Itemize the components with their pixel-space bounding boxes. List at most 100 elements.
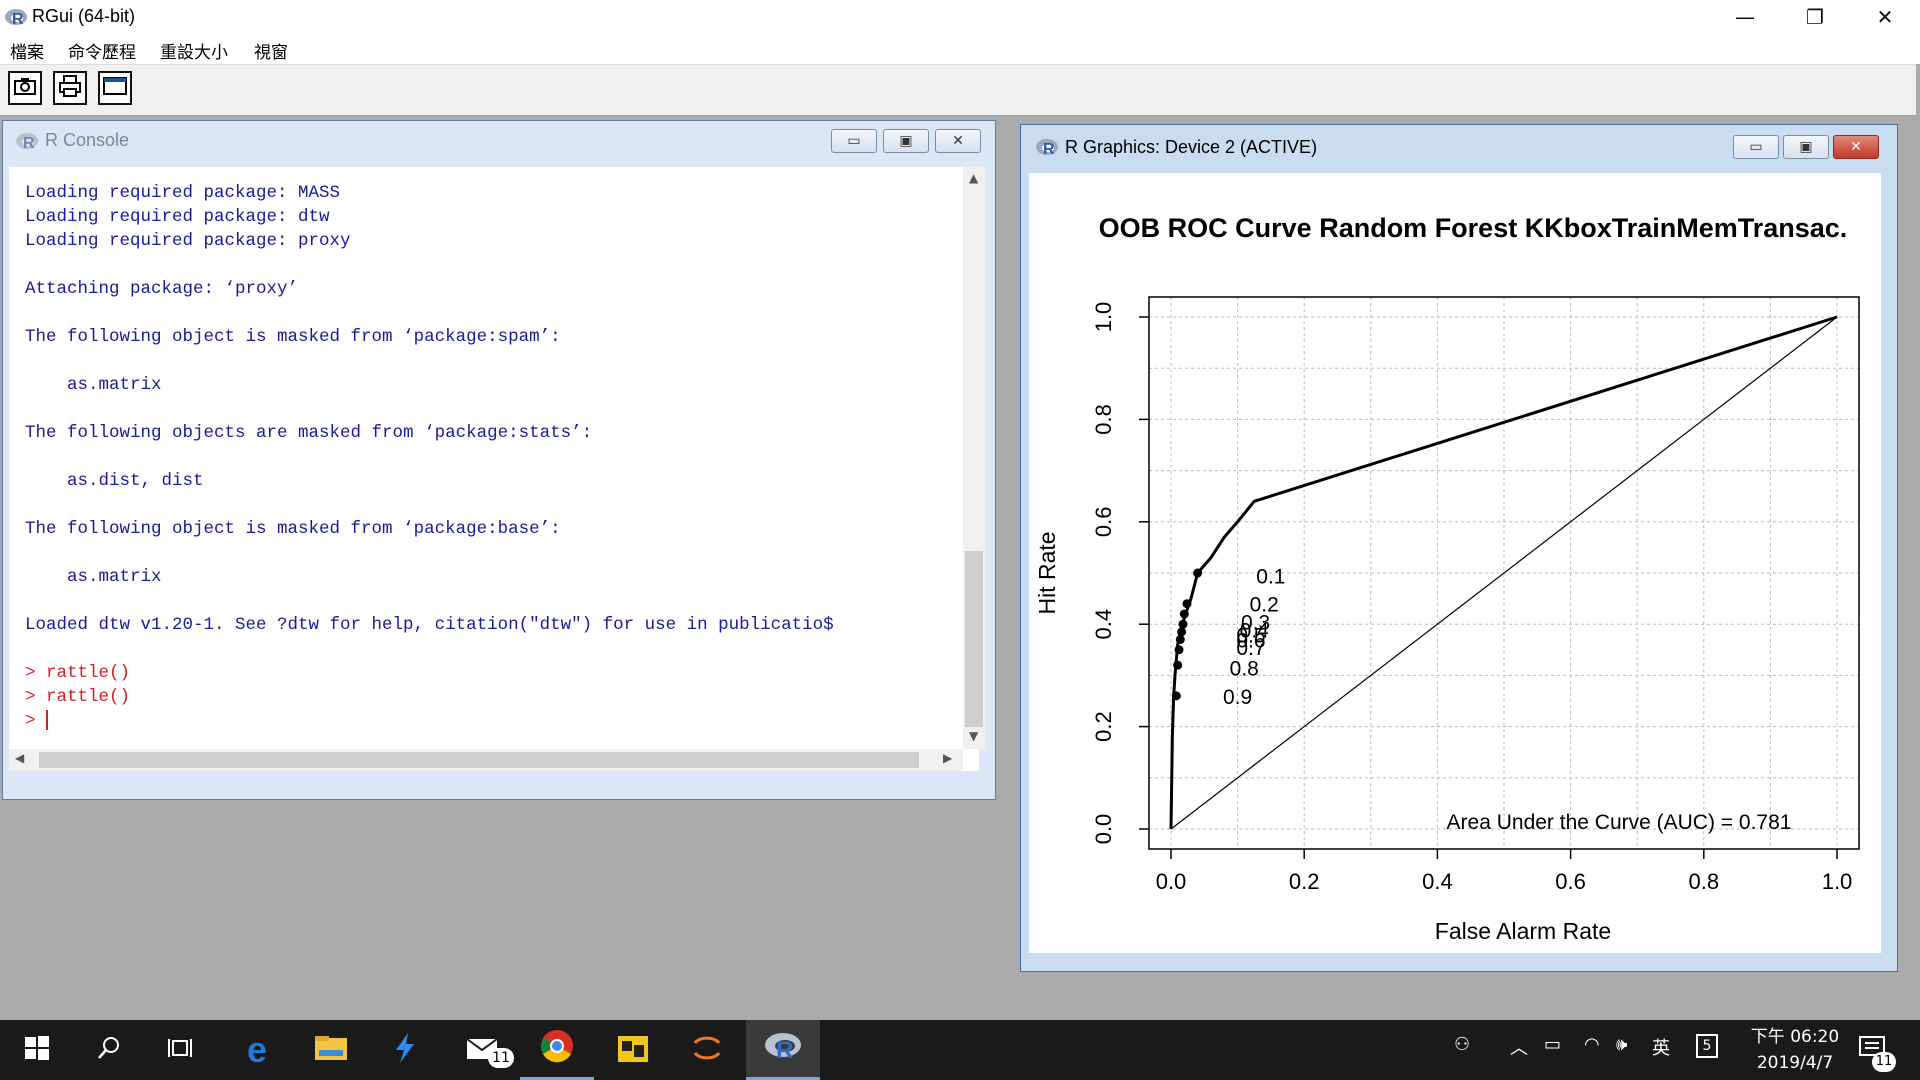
console-output-line (25, 541, 834, 565)
volume-icon[interactable]: 🕪 (1616, 1034, 1628, 1055)
console-output-line: as.matrix (25, 375, 162, 395)
y-axis: 0.0 0.2 0.4 0.6 0.8 1.0 (1091, 302, 1149, 844)
ime-mode-icon[interactable]: 5 (1696, 1034, 1718, 1058)
graphics-minimize-button[interactable]: ▭ (1733, 135, 1779, 159)
horizontal-scrollbar[interactable]: ◀ ▶ (9, 749, 963, 771)
console-minimize-button[interactable]: ▭ (831, 129, 877, 153)
console-input-line: > rattle() (25, 663, 131, 683)
svg-text:R: R (776, 1037, 793, 1062)
threshold-label: 0.6 (1236, 630, 1265, 653)
console-close-button[interactable]: ✕ (935, 129, 981, 153)
y-tick-label: 0.6 (1091, 507, 1116, 538)
console-output-line: The following object is masked from ‘pac… (25, 519, 561, 539)
app-icon (616, 1032, 650, 1069)
threshold-label: 0.5 (1236, 624, 1265, 647)
console-output-line (25, 301, 834, 325)
x-axis-label: False Alarm Rate (1435, 918, 1611, 944)
start-icon (24, 1035, 50, 1066)
graphics-title-bar: R R Graphics: Device 2 (ACTIVE) ▭ ▣ ✕ (1021, 125, 1897, 163)
search-button[interactable] (72, 1020, 146, 1080)
threshold-point (1175, 635, 1185, 645)
copy-to-clipboard-button[interactable] (8, 71, 42, 105)
roc-chart: OOB ROC Curve Random Forest KKboxTrainMe… (1034, 213, 1860, 944)
rgui-app[interactable]: R (746, 1020, 820, 1080)
minimize-icon: ▭ (847, 133, 861, 149)
minimize-button[interactable]: — (1735, 5, 1755, 29)
threshold-point (1179, 609, 1189, 619)
restore-button[interactable]: ❐ (1806, 5, 1824, 29)
tools-app[interactable] (596, 1020, 670, 1080)
visual-studio-app[interactable] (368, 1020, 442, 1080)
maximize-icon: ▣ (899, 133, 913, 149)
jupyter-app[interactable] (670, 1020, 744, 1080)
x-tick-label: 0.0 (1156, 869, 1187, 894)
threshold-point (1193, 568, 1203, 578)
app-title-bar: R RGui (64-bit) — ❐ ✕ (0, 0, 1920, 34)
x-axis: 0.0 0.2 0.4 0.6 0.8 1.0 (1156, 849, 1853, 894)
maximize-icon: ▣ (1799, 139, 1813, 155)
clock[interactable]: 下午 06:20 2019/4/7 (1720, 1024, 1870, 1076)
horizontal-scroll-thumb[interactable] (39, 752, 919, 768)
y-tick-label: 0.4 (1091, 609, 1116, 640)
graphics-maximize-button[interactable]: ▣ (1783, 135, 1829, 159)
r-logo-icon: R (4, 7, 28, 32)
console-button[interactable] (98, 71, 132, 105)
mail-app[interactable]: 11 (446, 1020, 520, 1080)
taskbar: e 11 R ⚇ ︿ ▭ ◠ 🕪 英 5 下午 06:20 2019/4/7 1… (0, 1020, 1920, 1080)
console-input-line: > (25, 710, 49, 731)
scroll-left-icon[interactable]: ◀ (15, 751, 25, 765)
console-output-line: Loading required package: MASS (25, 183, 341, 203)
menu-history[interactable]: 命令歷程 (68, 43, 136, 63)
ime-indicator[interactable]: 英 (1652, 1038, 1670, 1059)
console-output-line (25, 445, 834, 469)
start-button[interactable] (0, 1020, 74, 1080)
console-output-line (25, 493, 834, 517)
graphics-window: R R Graphics: Device 2 (ACTIVE) ▭ ▣ ✕ OO… (1020, 124, 1898, 972)
console-output-line: The following object is masked from ‘pac… (25, 327, 561, 347)
print-button[interactable] (53, 71, 87, 105)
console-title: R Console (45, 130, 130, 150)
console-output-line: as.dist, dist (25, 471, 204, 491)
close-icon: ✕ (952, 133, 964, 149)
y-tick-label: 0.8 (1091, 404, 1116, 435)
threshold-label: 0.1 (1256, 566, 1285, 589)
edge-app[interactable]: e (220, 1020, 294, 1080)
r-logo-icon: R (1035, 137, 1059, 162)
console-output[interactable]: Loading required package: MASS Loading re… (9, 167, 985, 771)
console-input-line: > rattle() (25, 687, 131, 707)
menu-bar: 檔案 命令歷程 重設大小 視窗 (0, 34, 1920, 64)
auc-annotation: Area Under the Curve (AUC) = 0.781 (1447, 811, 1792, 834)
notification-icon (1858, 1036, 1888, 1067)
file-explorer-app[interactable] (294, 1020, 368, 1080)
task-view-button[interactable] (144, 1020, 218, 1080)
plot-canvas: OOB ROC Curve Random Forest KKboxTrainMe… (1029, 173, 1881, 953)
minimize-icon: ▭ (1749, 139, 1763, 155)
console-output-line (25, 253, 834, 277)
svg-text:R: R (23, 135, 35, 151)
console-maximize-button[interactable]: ▣ (883, 129, 929, 153)
menu-windows[interactable]: 視窗 (254, 43, 288, 63)
chevron-up-icon[interactable]: ︿ (1510, 1038, 1528, 1059)
clock-time: 下午 06:20 (1750, 1027, 1840, 1047)
menu-resize[interactable]: 重設大小 (160, 43, 228, 63)
console-window: R R Console ▭ ▣ ✕ Loading required packa… (2, 120, 996, 800)
threshold-label: 0.2 (1250, 594, 1279, 617)
close-button[interactable]: ✕ (1876, 5, 1894, 29)
graphics-close-button[interactable]: ✕ (1833, 135, 1879, 159)
plot-frame (1148, 296, 1860, 850)
wifi-icon[interactable]: ◠ (1584, 1034, 1600, 1055)
vertical-scroll-thumb[interactable] (965, 551, 983, 727)
vertical-scrollbar[interactable]: ▲ ▼ (963, 167, 985, 749)
people-icon[interactable]: ⚇ (1454, 1034, 1471, 1055)
console-output-line: Loading required package: proxy (25, 231, 351, 251)
notification-badge: 11 (1872, 1052, 1896, 1072)
notification-center-button[interactable]: 11 (1858, 1034, 1898, 1072)
scroll-down-icon[interactable]: ▼ (969, 729, 979, 743)
scroll-right-icon[interactable]: ▶ (943, 751, 953, 765)
chrome-app[interactable] (520, 1020, 594, 1080)
menu-file[interactable]: 檔案 (10, 43, 44, 63)
battery-icon[interactable]: ▭ (1544, 1034, 1562, 1055)
diagonal-reference-line (1170, 316, 1838, 830)
x-tick-label: 1.0 (1822, 869, 1853, 894)
scroll-up-icon[interactable]: ▲ (969, 171, 979, 185)
